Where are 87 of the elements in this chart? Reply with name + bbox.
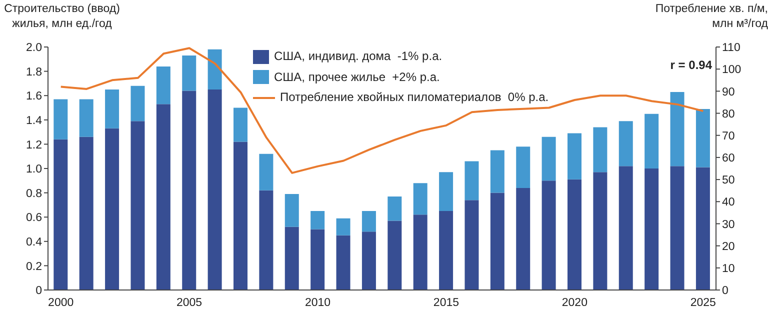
y-tick-label: 0	[36, 285, 42, 298]
bar	[568, 133, 582, 180]
annotation: r = 0.94	[670, 58, 712, 72]
bar	[696, 108, 710, 168]
y-tick-label: 1.0	[26, 164, 42, 176]
legend-label: США, индивид. дома -1% р.а.	[273, 48, 442, 65]
y2-tick-label: 70	[722, 130, 735, 142]
bar	[464, 200, 479, 290]
bar	[696, 167, 710, 290]
bar	[542, 180, 556, 290]
y2-axis-title: Потребление хв. п/м, млн м³/год	[654, 2, 768, 32]
bar	[310, 211, 325, 230]
bar	[618, 166, 633, 290]
y-tick-label: 0.8	[26, 188, 42, 200]
legend-label: Потребление хвойных пиломатериалов 0% р.а.	[279, 89, 549, 106]
bar	[105, 90, 120, 128]
y-tick-label: 1.4	[26, 114, 43, 127]
bar	[336, 235, 350, 290]
bar	[490, 150, 504, 193]
y2-tick-label: 30	[722, 218, 735, 231]
y-tick-label: 0.4	[26, 236, 43, 248]
bar	[388, 196, 402, 221]
bar	[182, 56, 196, 91]
bar	[439, 172, 454, 212]
bar	[388, 220, 402, 290]
legend-label: США, прочее жилье +2% р.а.	[273, 68, 440, 86]
bar	[644, 168, 659, 290]
bar	[618, 121, 633, 166]
x-tick-label: 2020	[562, 297, 588, 310]
y2-tick-label: 90	[722, 86, 735, 98]
bar	[310, 229, 325, 290]
bar	[182, 90, 196, 290]
y2-tick-label: 60	[722, 152, 735, 165]
bar	[79, 136, 94, 290]
bar	[362, 211, 376, 232]
y-tick-label: 1.6	[26, 90, 42, 103]
y2-tick-label: 100	[722, 64, 742, 76]
bar	[284, 226, 299, 290]
y2-tick-label: 80	[722, 108, 735, 120]
bar	[439, 211, 454, 290]
bar	[593, 127, 608, 172]
bar	[259, 190, 274, 290]
bar	[105, 128, 120, 290]
x-tick-label: 2005	[176, 297, 202, 310]
x-tick-label: 2000	[48, 297, 74, 310]
bar	[568, 179, 582, 290]
x-tick-label: 2025	[690, 297, 716, 310]
bar	[234, 142, 248, 290]
bar	[644, 114, 659, 168]
x-tick-label: 2010	[304, 297, 331, 310]
bar	[234, 108, 248, 142]
y2-tick-label: 0	[722, 285, 728, 298]
y2-tick-label: 40	[722, 196, 735, 209]
x-tick-label: 2015	[433, 297, 460, 310]
y2-tick-label: 110	[722, 42, 740, 54]
bar	[516, 188, 530, 290]
bar	[130, 86, 145, 122]
bar	[593, 172, 608, 290]
bar	[670, 92, 684, 166]
bar	[542, 136, 556, 181]
y-tick-label: 2.0	[26, 42, 42, 54]
y-tick-label: 0.6	[26, 212, 42, 224]
y-tick-label: 1.2	[26, 139, 42, 152]
bar	[156, 66, 170, 104]
bar	[79, 99, 94, 137]
y-tick-label: 1.8	[26, 66, 42, 78]
bar	[413, 214, 428, 290]
bar	[54, 99, 68, 140]
bar	[362, 232, 376, 290]
bar	[259, 154, 274, 190]
bar	[54, 139, 68, 290]
bar	[156, 104, 170, 290]
bar	[516, 146, 530, 188]
y2-tick-label: 50	[722, 174, 735, 187]
bar	[208, 49, 222, 90]
y-tick-label: 0.2	[26, 260, 42, 273]
bar	[464, 161, 479, 200]
y-axis-title: Строительство (ввод) жилья, млн ед./год	[3, 2, 121, 32]
y2-tick-label: 10	[722, 262, 735, 275]
y2-tick-label: 20	[722, 240, 735, 253]
bar	[284, 194, 299, 227]
bar	[208, 90, 222, 290]
bar	[413, 183, 428, 215]
bar	[490, 192, 504, 290]
bar	[336, 218, 350, 236]
bar	[670, 166, 684, 290]
bar	[130, 121, 145, 290]
